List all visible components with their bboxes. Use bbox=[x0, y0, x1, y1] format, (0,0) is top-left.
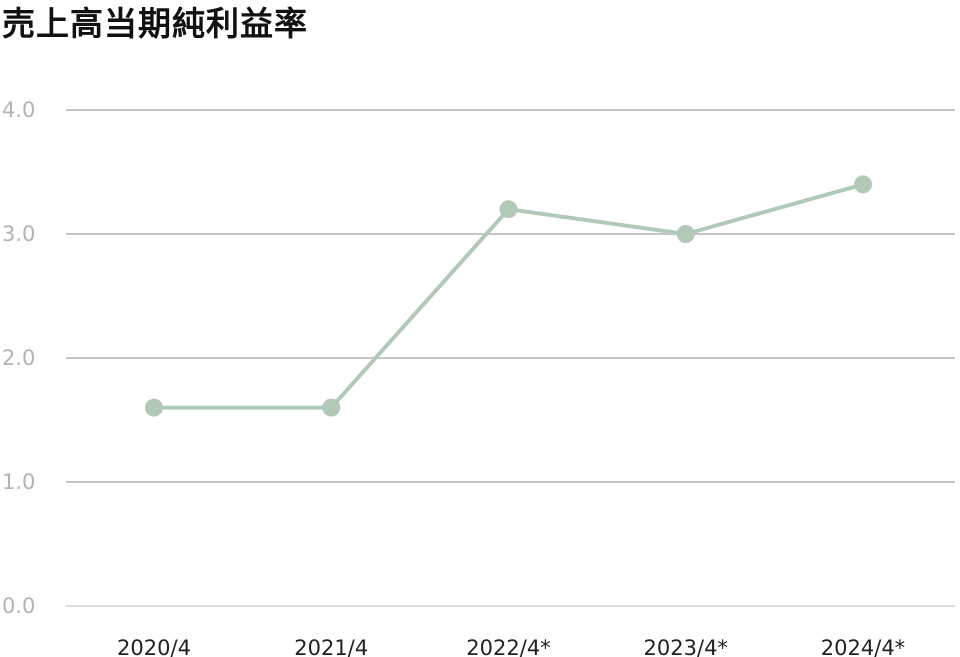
x-tick-label: 2022/4* bbox=[466, 636, 550, 657]
series-layer bbox=[145, 175, 872, 417]
chart-title: 売上高当期純利益率 bbox=[2, 4, 308, 43]
x-axis-ticks: 2020/4 2021/4 2022/4* 2023/4* 2024/4* bbox=[117, 636, 905, 657]
data-point bbox=[676, 225, 695, 243]
data-point bbox=[322, 398, 341, 417]
x-tick-label: 2020/4 bbox=[117, 636, 191, 657]
grid-lines bbox=[66, 109, 955, 607]
y-tick-label: 3.0 bbox=[2, 222, 35, 246]
y-axis-ticks: 0.0 1.0 2.0 3.0 4.0 bbox=[2, 98, 35, 618]
x-tick-label: 2023/4* bbox=[644, 636, 728, 657]
data-point bbox=[145, 398, 163, 417]
x-tick-label: 2024/4* bbox=[821, 636, 905, 657]
data-point bbox=[499, 200, 518, 219]
y-tick-label: 1.0 bbox=[2, 470, 35, 494]
y-tick-label: 2.0 bbox=[2, 346, 35, 370]
data-point bbox=[854, 175, 872, 194]
y-tick-label: 0.0 bbox=[2, 594, 35, 618]
x-tick-label: 2021/4 bbox=[294, 636, 368, 657]
y-tick-label: 4.0 bbox=[2, 98, 35, 122]
